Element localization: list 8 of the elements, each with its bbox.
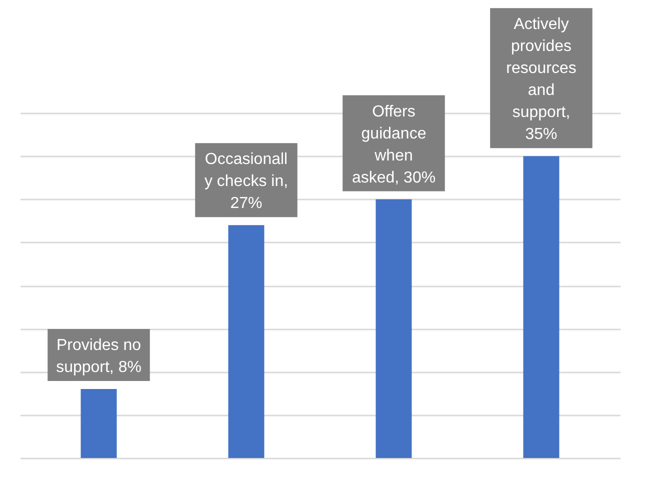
bar — [80, 389, 117, 458]
data-label: Provides no support, 8% — [56, 337, 142, 376]
data-label: Actively provides resources and support, 35% — [506, 16, 576, 144]
bar — [228, 225, 264, 458]
bar — [523, 156, 560, 458]
data-label: Occasionall y checks in, 27% — [204, 151, 288, 212]
bar — [376, 199, 412, 458]
data-label: Offers guidance when asked, 30% — [352, 103, 436, 186]
